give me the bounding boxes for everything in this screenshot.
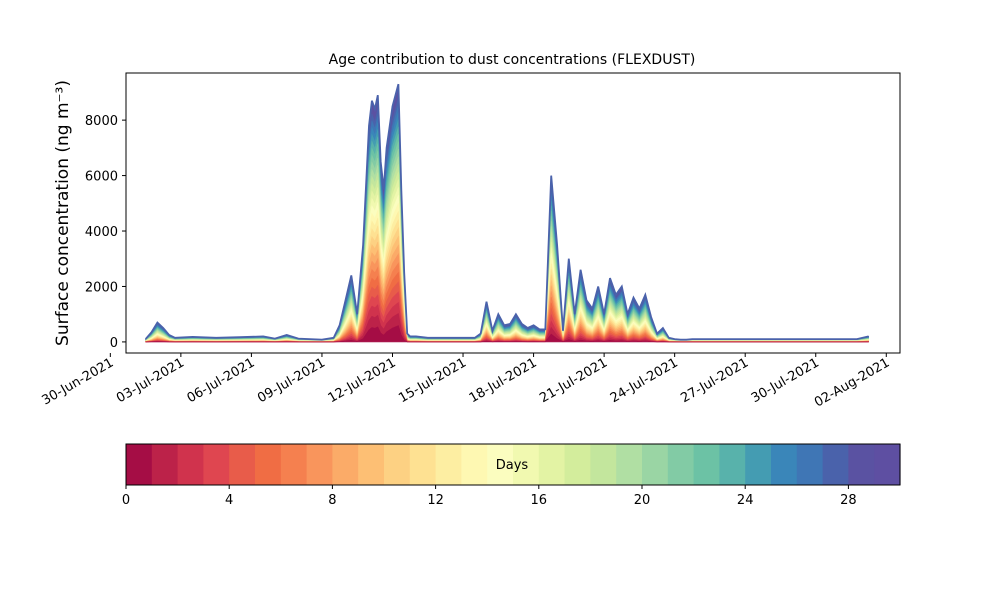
colorbar-tick-label: 20 <box>634 493 651 508</box>
plot-area <box>144 83 869 343</box>
x-tick-label: 12-Jul-2021 <box>326 355 399 406</box>
x-tick-label: 09-Jul-2021 <box>255 355 328 406</box>
colorbar-cell <box>151 444 179 485</box>
y-tick-label: 4000 <box>85 225 118 240</box>
colorbar-cell <box>874 444 901 485</box>
colorbar-cell <box>513 444 540 485</box>
colorbar-cell <box>564 444 591 485</box>
colorbar-cell <box>667 444 695 485</box>
y-axis-label: Surface concentration (ng m⁻³) <box>53 80 73 346</box>
age-band-13 <box>145 203 869 342</box>
age-band-25 <box>145 112 869 341</box>
colorbar-cell <box>822 444 849 485</box>
x-tick-label: 30-Jun-2021 <box>40 355 117 408</box>
y-axis: 0 2000 4000 6000 8000 <box>85 114 126 351</box>
colorbar-cell <box>538 444 566 485</box>
age-band-15 <box>145 187 869 342</box>
colorbar-cell <box>435 444 462 485</box>
x-tick-label: 21-Jul-2021 <box>537 355 610 406</box>
age-band-19 <box>145 156 869 342</box>
age-band-28 <box>145 91 869 341</box>
age-band-18 <box>145 164 869 342</box>
colorbar-cell <box>719 444 746 485</box>
age-band-29 <box>145 84 869 341</box>
age-band-26 <box>145 105 869 341</box>
age-band-0 <box>145 325 869 343</box>
y-tick-label: 2000 <box>85 280 118 295</box>
total-line <box>144 83 869 341</box>
y-tick-label: 0 <box>110 336 118 351</box>
colorbar-cell <box>461 444 488 485</box>
colorbar-frame <box>125 443 901 486</box>
age-band-17 <box>145 171 869 342</box>
colorbar-cell <box>384 444 411 485</box>
age-band-21 <box>145 141 869 342</box>
chart-title: Age contribution to dust concentrations … <box>329 52 696 68</box>
x-tick-label: 15-Jul-2021 <box>396 355 469 406</box>
colorbar-cell <box>590 444 617 485</box>
colorbar-cell <box>358 444 385 485</box>
colorbar-cell <box>203 444 230 485</box>
colorbar-cell <box>642 444 669 485</box>
colorbar-tick-label: 28 <box>840 493 857 508</box>
age-band-27 <box>145 98 869 341</box>
colorbar-cell <box>177 444 204 485</box>
colorbar-tick-label: 12 <box>427 493 444 508</box>
age-band-14 <box>145 195 869 342</box>
x-tick-label: 03-Jul-2021 <box>114 355 187 406</box>
colorbar-cell <box>487 444 514 485</box>
colorbar-cell <box>616 444 643 485</box>
x-tick-label: 27-Jul-2021 <box>678 355 751 406</box>
colorbar-tick-label: 0 <box>122 493 130 508</box>
age-band-24 <box>145 119 869 341</box>
x-tick-label: 06-Jul-2021 <box>185 355 258 406</box>
colorbar-cell <box>255 444 282 485</box>
x-tick-label: 30-Jul-2021 <box>749 355 822 406</box>
age-band-11 <box>145 219 869 342</box>
plot-frame <box>125 72 901 354</box>
age-band-16 <box>145 179 869 342</box>
colorbar-tick-label: 24 <box>737 493 754 508</box>
colorbar-label: Days <box>496 458 529 473</box>
colorbar-cell <box>693 444 720 485</box>
y-tick-label: 6000 <box>85 170 118 185</box>
colorbar-cell <box>306 444 333 485</box>
colorbar-tick-label: 4 <box>225 493 233 508</box>
age-band-20 <box>145 149 869 342</box>
age-band-23 <box>145 126 869 341</box>
colorbar-cell <box>848 444 875 485</box>
y-tick-label: 8000 <box>85 114 118 129</box>
colorbar: 0 4 8 12 16 20 24 28 <box>122 443 901 508</box>
colorbar-cell <box>280 444 308 485</box>
colorbar-tick-label: 16 <box>531 493 548 508</box>
x-tick-label: 18-Jul-2021 <box>467 355 540 406</box>
colorbar-cell <box>745 444 772 485</box>
age-band-22 <box>145 134 869 341</box>
colorbar-tick-label: 8 <box>328 493 336 508</box>
colorbar-cell <box>332 444 359 485</box>
colorbar-cell <box>771 444 798 485</box>
x-tick-label: 02-Aug-2021 <box>812 355 892 410</box>
x-tick-label: 24-Jul-2021 <box>608 355 681 406</box>
colorbar-cell <box>796 444 824 485</box>
colorbar-cell <box>409 444 437 485</box>
age-band-12 <box>145 211 869 342</box>
colorbar-cell <box>229 444 256 485</box>
x-axis: 30-Jun-202103-Jul-202106-Jul-202109-Jul-… <box>40 353 892 411</box>
colorbar-cell <box>126 444 153 485</box>
